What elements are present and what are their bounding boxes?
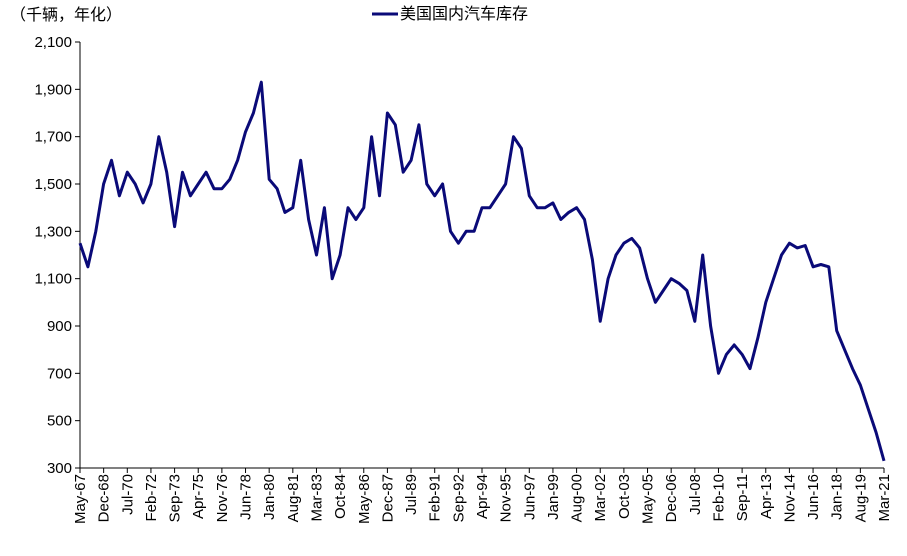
x-tick-label: Dec-06 bbox=[663, 474, 680, 522]
y-tick-label: 2,100 bbox=[34, 34, 72, 51]
x-tick-label: Jan-99 bbox=[545, 474, 562, 520]
y-tick-label: 900 bbox=[47, 318, 72, 335]
x-tick-label: Oct-03 bbox=[616, 474, 633, 519]
y-tick-label: 1,900 bbox=[34, 81, 72, 98]
x-tick-label: Feb-72 bbox=[143, 474, 160, 522]
x-tick-label: Aug-81 bbox=[285, 474, 302, 522]
y-tick-label: 500 bbox=[47, 413, 72, 430]
x-tick-label: Jan-18 bbox=[829, 474, 846, 520]
unit-note: （千辆，年化） bbox=[10, 6, 122, 24]
x-tick-label: Apr-75 bbox=[190, 474, 207, 519]
y-tick-label: 1,700 bbox=[34, 129, 72, 146]
x-tick-label: Sep-11 bbox=[734, 474, 751, 521]
x-tick-label: Dec-87 bbox=[379, 474, 396, 522]
y-tick-label: 1,100 bbox=[34, 271, 72, 288]
x-tick-label: Apr-94 bbox=[474, 474, 491, 519]
y-tick-label: 700 bbox=[47, 365, 72, 382]
x-tick-label: Mar-02 bbox=[592, 474, 609, 522]
x-tick-label: Apr-13 bbox=[758, 474, 775, 519]
x-tick-label: Nov-76 bbox=[214, 474, 231, 522]
x-tick-label: Sep-92 bbox=[450, 474, 467, 522]
series-line bbox=[78, 80, 886, 462]
y-tick-label: 300 bbox=[47, 460, 72, 477]
x-tick-label: Oct-84 bbox=[332, 474, 349, 519]
x-tick-label: Nov-14 bbox=[781, 474, 798, 522]
x-tick-label: Sep-73 bbox=[167, 474, 184, 522]
y-tick-label: 1,300 bbox=[34, 223, 72, 240]
x-tick-label: May-86 bbox=[356, 474, 373, 524]
x-tick-label: Aug-19 bbox=[852, 474, 869, 522]
x-tick-label: Jul-08 bbox=[687, 474, 704, 515]
x-tick-label: Mar-83 bbox=[308, 474, 325, 522]
x-tick-label: Jul-89 bbox=[403, 474, 420, 515]
x-tick-label: May-67 bbox=[72, 474, 89, 524]
x-tick-label: Aug-00 bbox=[569, 474, 586, 522]
x-tick-label: Jan-80 bbox=[261, 474, 278, 520]
legend-label: 美国国内汽车库存 bbox=[400, 5, 528, 23]
x-tick-label: Nov-95 bbox=[498, 474, 515, 522]
x-tick-label: Jul-70 bbox=[119, 474, 136, 515]
x-tick-label: Mar-21 bbox=[876, 474, 893, 522]
x-tick-label: Feb-10 bbox=[710, 474, 727, 522]
x-tick-label: Jun-78 bbox=[238, 474, 255, 520]
y-tick-label: 1,500 bbox=[34, 176, 72, 193]
x-tick-label: Feb-91 bbox=[427, 474, 444, 522]
x-tick-label: May-05 bbox=[640, 474, 657, 524]
x-tick-label: Dec-68 bbox=[96, 474, 113, 522]
x-tick-label: Jun-16 bbox=[805, 474, 822, 520]
x-tick-label: Jun-97 bbox=[521, 474, 538, 520]
